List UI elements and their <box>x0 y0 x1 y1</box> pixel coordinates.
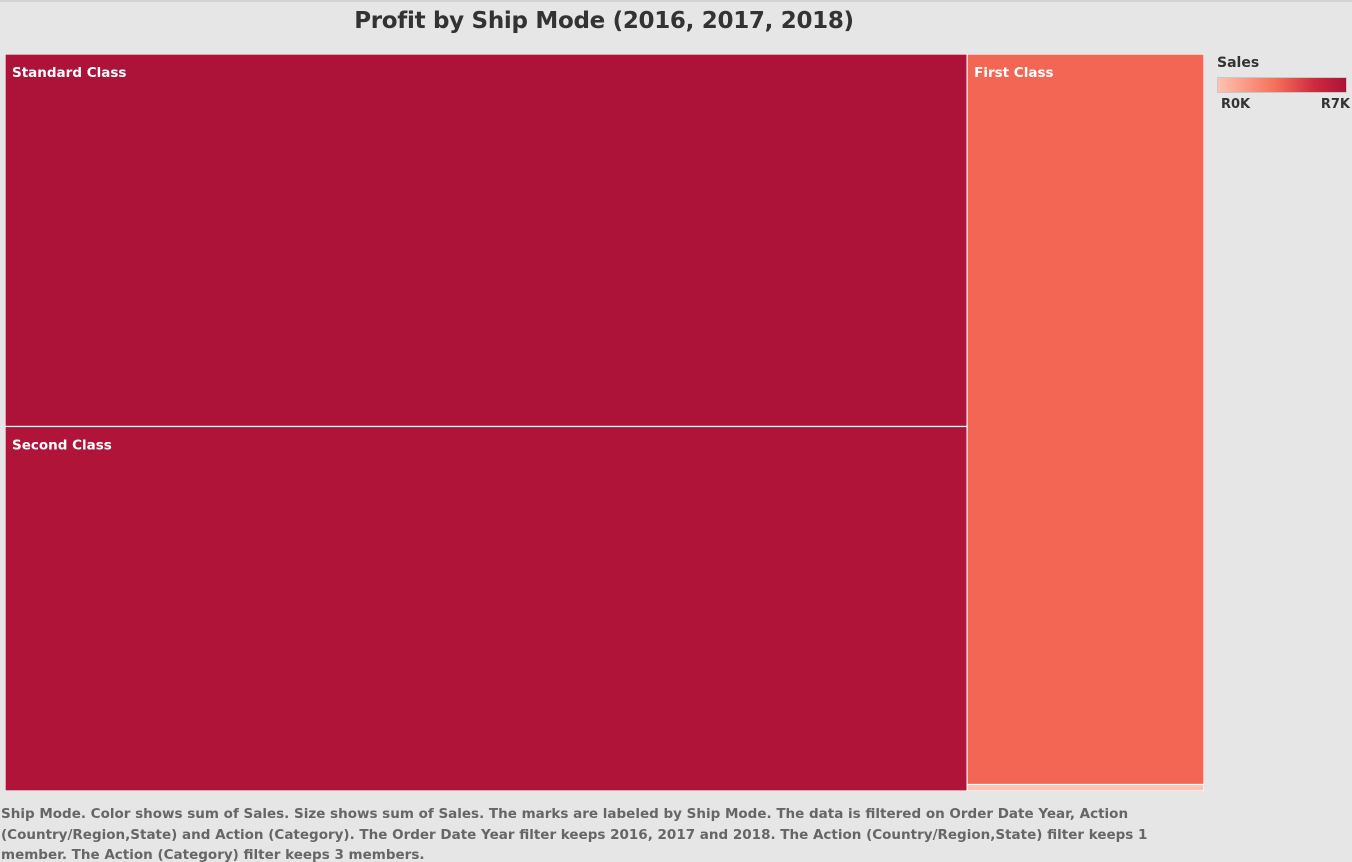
treemap-label-first-class: First Class <box>974 65 1053 81</box>
treemap-tile-second-class[interactable] <box>5 425 968 791</box>
treemap-label-standard-class: Standard Class <box>12 65 126 81</box>
legend-title: Sales <box>1217 55 1260 71</box>
treemap-chart[interactable]: Standard Class Second Class First Class <box>5 54 1204 791</box>
chart-title: Profit by Ship Mode (2016, 2017, 2018) <box>354 8 854 34</box>
top-divider <box>0 0 1352 2</box>
treemap-tile-item-3[interactable] <box>966 783 1204 791</box>
color-legend[interactable]: Sales R0K R7K <box>1217 55 1350 113</box>
legend-min-label: R0K <box>1221 97 1251 112</box>
treemap-tile-first-class[interactable] <box>966 54 1204 786</box>
treemap-tile-standard-class[interactable] <box>5 54 968 428</box>
chart-caption: Ship Mode. Color shows sum of Sales. Siz… <box>1 806 1148 862</box>
legend-labels: R0K R7K <box>1217 97 1350 113</box>
legend-gradient-bar <box>1217 77 1347 93</box>
legend-max-label: R7K <box>1320 97 1350 112</box>
treemap-label-second-class: Second Class <box>12 437 112 453</box>
